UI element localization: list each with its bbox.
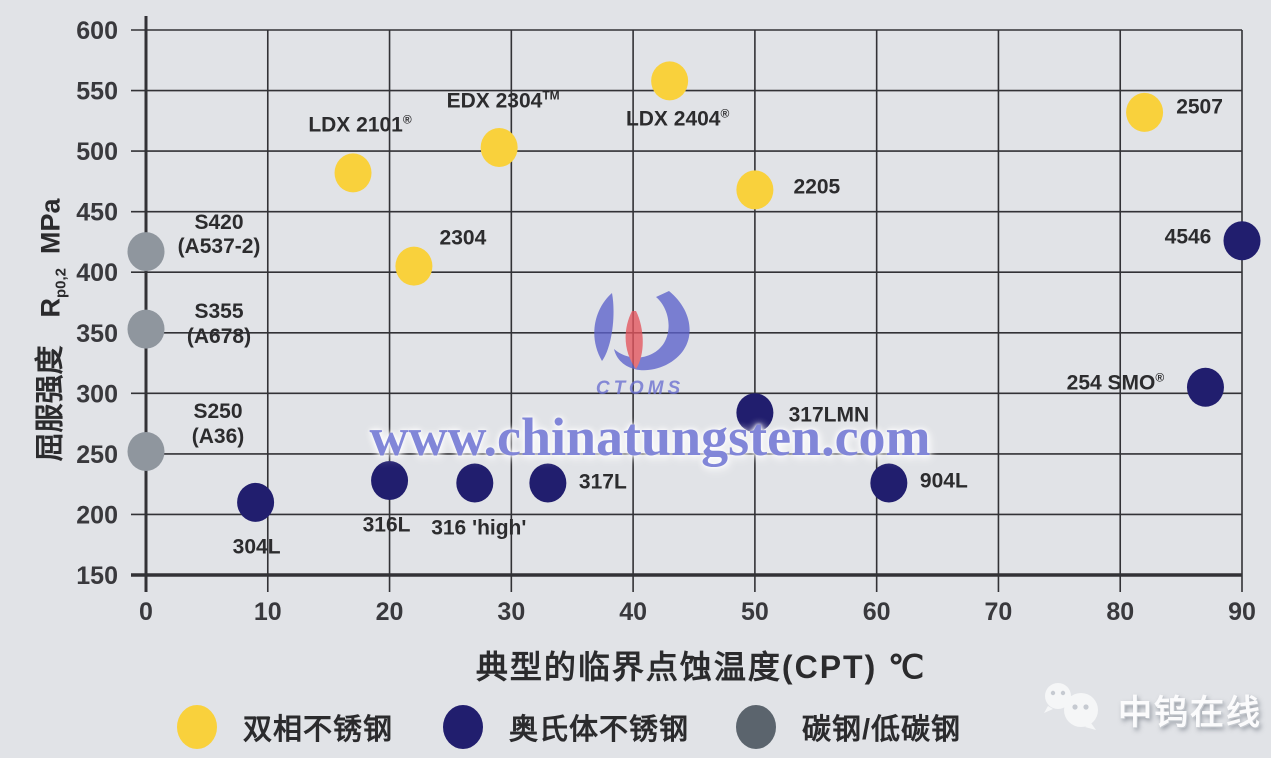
ctoms-logo-icon [594, 291, 690, 371]
data-point [127, 309, 165, 349]
x-axis-tick-label: 20 [376, 598, 404, 626]
legend-swatch [736, 705, 776, 749]
data-point [371, 461, 409, 501]
legend-item: 双相不锈钢 [177, 705, 393, 749]
data-point-label: 254 SMO® [1066, 370, 1165, 395]
x-axis-tick-label: 10 [254, 598, 282, 626]
legend-label: 双相不锈钢 [243, 714, 394, 746]
data-point [651, 61, 689, 101]
x-axis-title: 典型的临界点蚀温度(CPT) ℃ [475, 649, 927, 685]
data-point [1126, 92, 1164, 132]
data-point [736, 170, 774, 210]
y-axis-tick-label: 300 [76, 380, 118, 408]
y-axis-tick-label: 550 [76, 78, 118, 106]
data-point [334, 153, 372, 193]
y-axis-tick-label: 600 [76, 17, 118, 45]
data-point [870, 463, 908, 503]
x-axis-tick-label: 90 [1228, 598, 1256, 626]
y-axis-tick-label: 150 [76, 562, 118, 590]
x-axis-tick-label: 70 [985, 598, 1013, 626]
y-axis-tick-label: 400 [76, 259, 118, 287]
ctoms-logo-text: CTOMS [595, 378, 685, 399]
y-axis-title-unit: MPa [35, 198, 66, 254]
data-point [736, 393, 774, 433]
data-point-label: 316 'high' [431, 516, 527, 540]
data-point [237, 482, 275, 522]
legend-label: 奥氏体不锈钢 [509, 714, 690, 746]
data-point-label: 317L [578, 470, 627, 494]
data-point-label: 904L [919, 469, 968, 493]
y-axis-tick-label: 250 [76, 441, 118, 469]
legend-label: 碳钢/低碳钢 [802, 714, 962, 746]
y-axis-title: 屈服强度 Rp0,2 MPa [26, 198, 69, 461]
data-point-label: S355 (A678) [186, 300, 252, 349]
y-axis-title-subscript: p0,2 [52, 268, 70, 299]
data-point-label: LDX 2101® [308, 112, 412, 137]
data-point [480, 127, 518, 167]
watermark-url: www.chinatungsten.com [369, 407, 931, 467]
data-point-label: EDX 2304TM [446, 89, 560, 114]
data-point [127, 431, 165, 471]
data-point-label: 316L [362, 513, 411, 537]
data-point [395, 246, 433, 286]
chart-legend: 双相不锈钢 奥氏体不锈钢 碳钢/低碳钢 [0, 705, 1271, 755]
data-point [127, 232, 165, 272]
y-axis-tick-label: 450 [76, 199, 118, 227]
y-axis-tick-label: 350 [76, 320, 118, 348]
x-axis-tick-label: 80 [1106, 598, 1134, 626]
data-point-label: 2304 [439, 226, 487, 250]
wechat-icon [1036, 680, 1108, 739]
footer-brand-text: 中钨在线 [1118, 694, 1262, 732]
x-axis-tick-label: 30 [497, 598, 525, 626]
y-axis-title-symbol: R [35, 298, 66, 318]
legend-swatch [443, 705, 483, 749]
data-point-label: S250 (A36) [191, 400, 245, 449]
data-point [1223, 221, 1261, 261]
y-axis-title-cn: 屈服强度 [34, 345, 67, 462]
x-axis-tick-label: 0 [139, 598, 153, 626]
legend-item: 奥氏体不锈钢 [443, 705, 689, 749]
data-point [456, 463, 494, 503]
data-point [529, 463, 567, 503]
data-point-label: 2507 [1176, 95, 1223, 119]
legend-item: 碳钢/低碳钢 [736, 705, 961, 749]
data-point-label: 304L [232, 535, 281, 559]
footer-brand: 中钨在线 [1036, 680, 1262, 739]
data-point-label: 4546 [1164, 225, 1212, 249]
x-axis-tick-label: 50 [741, 598, 769, 626]
data-point [1186, 367, 1224, 407]
data-point-label: 2205 [793, 175, 841, 199]
data-point-label: 317LMN [788, 403, 870, 427]
x-axis-tick-label: 40 [619, 598, 647, 626]
ctoms-logo: CTOMS [570, 291, 710, 399]
y-axis-tick-label: 500 [76, 138, 118, 166]
legend-swatch [177, 705, 217, 749]
data-point-label: LDX 2404® [625, 106, 730, 131]
y-axis-tick-label: 200 [76, 501, 118, 529]
data-point-label: S420 (A537-2) [177, 210, 261, 259]
x-axis-tick-label: 60 [863, 598, 891, 626]
